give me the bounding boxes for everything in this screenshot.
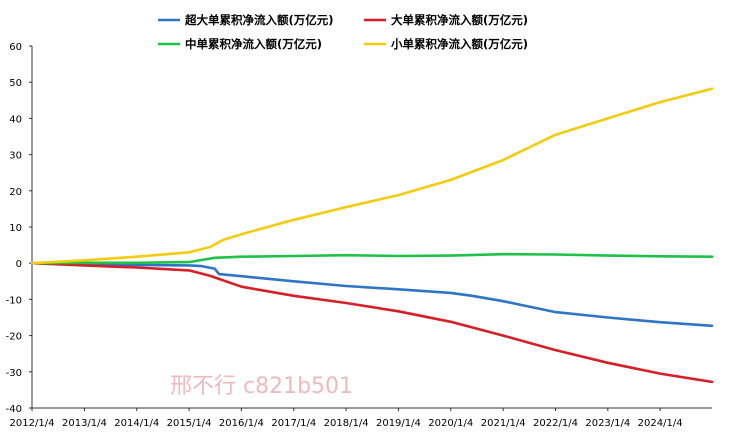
plot-area [30,87,714,384]
x-axis: 2012/1/4 2013/1/4 2014/1/4 2015/1/4 2016/1/4… [10,407,712,429]
x-tick-label: 2018/1/4 [324,418,369,429]
x-tick-label: 2022/1/4 [533,418,578,429]
y-tick-label: 20 [9,187,22,198]
x-tick-label: 2015/1/4 [167,418,212,429]
x-tick-label: 2023/1/4 [585,418,630,429]
series-line-1 [30,261,714,384]
y-tick-label: -20 [6,332,22,343]
y-axis: 60 50 40 30 20 10 0 -10 -20 -30 -40 [6,42,33,415]
series-line-2 [30,252,714,265]
x-tick-label: 2017/1/4 [271,418,316,429]
y-tick-label: 40 [9,114,22,125]
y-tick-label: -10 [6,295,22,306]
y-tick-label: -40 [6,404,22,415]
x-tick-label: 2019/1/4 [376,418,421,429]
legend-label-3: 小单累积净流入额(万亿元) [390,37,528,51]
series-line-0 [30,261,714,328]
legend-label-1: 大单累积净流入额(万亿元) [391,13,528,27]
y-tick-label: 60 [9,42,22,53]
y-tick-label: 0 [16,259,22,270]
y-tick-label: 30 [9,151,22,162]
x-tick-label: 2024/1/4 [638,418,683,429]
y-tick-label: 50 [9,78,22,89]
watermark: 邢不行 c821b501 [170,374,353,399]
legend-label-0: 超大单累积净流入额(万亿元) [184,13,334,27]
x-tick-label: 2020/1/4 [428,418,473,429]
legend-label-2: 中单累积净流入额(万亿元) [185,37,322,51]
x-tick-label: 2016/1/4 [219,418,264,429]
y-tick-label: -30 [6,368,22,379]
x-tick-label: 2021/1/4 [481,418,526,429]
x-tick-label: 2012/1/4 [10,418,55,429]
y-tick-label: 10 [9,223,22,234]
series-line-3 [30,87,714,265]
chart-legend: 超大单累积净流入额(万亿元) 大单累积净流入额(万亿元) 中单累积净流入额(万亿元)… [158,13,528,51]
x-tick-label: 2013/1/4 [62,418,107,429]
x-tick-label: 2014/1/4 [114,418,159,429]
